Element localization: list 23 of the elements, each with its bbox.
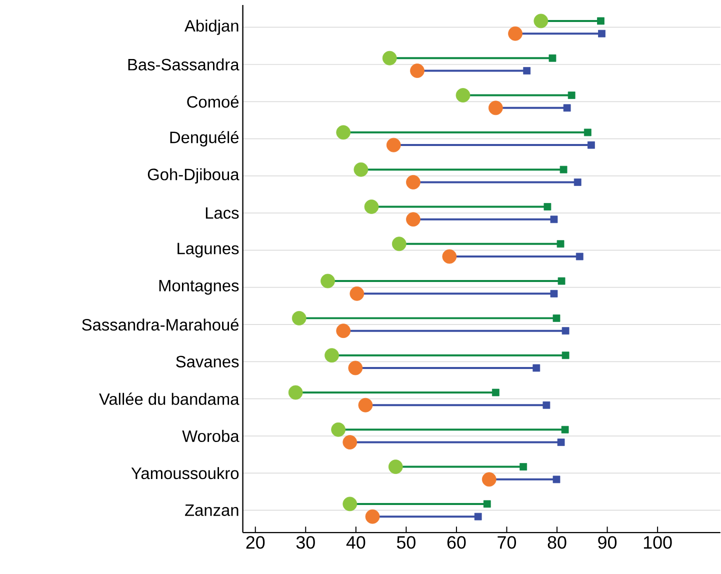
- y-tick-label: Lagunes: [178, 243, 239, 258]
- x-tick-label: 70: [498, 536, 516, 549]
- x-tick-label: 60: [447, 536, 466, 549]
- y-tick-label: Lacs: [206, 208, 239, 220]
- x-tick-label: 90: [598, 536, 617, 549]
- y-tick-label: Zanzan: [185, 504, 238, 516]
- x-tick-label: 40: [346, 536, 366, 549]
- x-tick-label: 20: [246, 536, 265, 549]
- y-tick-label: Denguélé: [170, 131, 239, 147]
- x-tick-label: 100: [644, 536, 672, 549]
- y-tick-label: Sassandra-Marahoué: [82, 318, 239, 331]
- x-tick-label: 50: [396, 536, 416, 549]
- y-tick-label: Yamoussoukro: [131, 467, 239, 480]
- y-tick-label: Abidjan: [184, 20, 238, 36]
- y-tick-label: Savanes: [176, 356, 239, 368]
- x-tick-label: 80: [548, 536, 566, 549]
- y-tick-label: Comoé: [187, 96, 239, 108]
- y-tick-label: Woroba: [182, 430, 240, 442]
- y-tick-label: Montagnes: [159, 280, 239, 295]
- y-tick-label: Bas-Sassandra: [128, 58, 240, 71]
- x-tick-label: 30: [296, 536, 315, 549]
- y-tick-label: Goh-Djiboua: [148, 168, 240, 184]
- y-tick-label: Vallée du bandama: [99, 392, 240, 406]
